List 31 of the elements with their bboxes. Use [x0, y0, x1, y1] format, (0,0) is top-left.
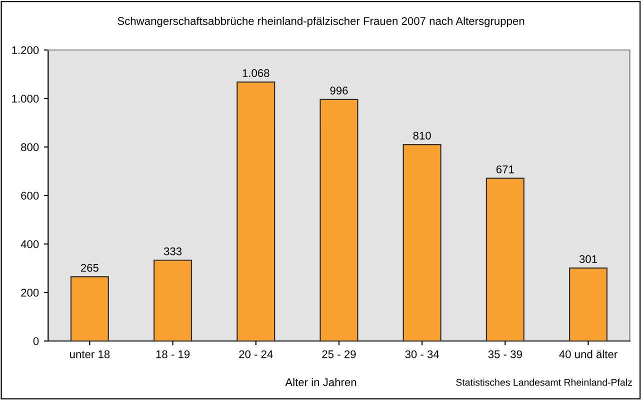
y-tick-label: 1.000	[12, 94, 39, 103]
x-tick-label: 30 - 34	[405, 350, 440, 358]
y-tick-label: 600	[21, 192, 39, 200]
bar	[236, 81, 276, 341]
x-tick-label: 25 - 29	[322, 350, 356, 358]
text: Statistisches Landesamt Rheinland-Pfalz	[456, 378, 632, 386]
y-tick-label: 1.200	[12, 46, 39, 54]
x-tick-label: unter 18	[70, 350, 110, 358]
y-tick-label: 200	[21, 288, 39, 297]
bar	[70, 276, 109, 341]
x-tick-label: 40 und älter	[559, 350, 618, 358]
x-axis-title: Alter in Jahren	[285, 378, 356, 386]
x-tick-label: 20 - 24	[239, 350, 273, 358]
bar	[486, 178, 524, 341]
data-label: 333	[164, 247, 182, 256]
bar	[402, 144, 442, 341]
data-label: 996	[330, 86, 348, 94]
bar	[320, 98, 358, 341]
data-label: 301	[579, 255, 597, 264]
data-label: 265	[80, 264, 98, 272]
y-tick-label: 0	[33, 337, 39, 346]
data-label: 1.068	[242, 69, 270, 78]
data-label: 810	[413, 132, 431, 140]
bar	[569, 267, 608, 341]
x-tick-label: 18 - 19	[156, 350, 190, 358]
bar	[154, 260, 192, 341]
chart-title: Schwangerschaftsabbrüche rheinland-pfälzischer Frauen 2007 nach Altersgruppen	[118, 16, 524, 28]
x-tick-label: 35 - 39	[488, 350, 522, 358]
y-tick-label: 400	[20, 240, 39, 248]
y-tick-label: 800	[21, 143, 39, 152]
data-label: 671	[496, 165, 514, 174]
